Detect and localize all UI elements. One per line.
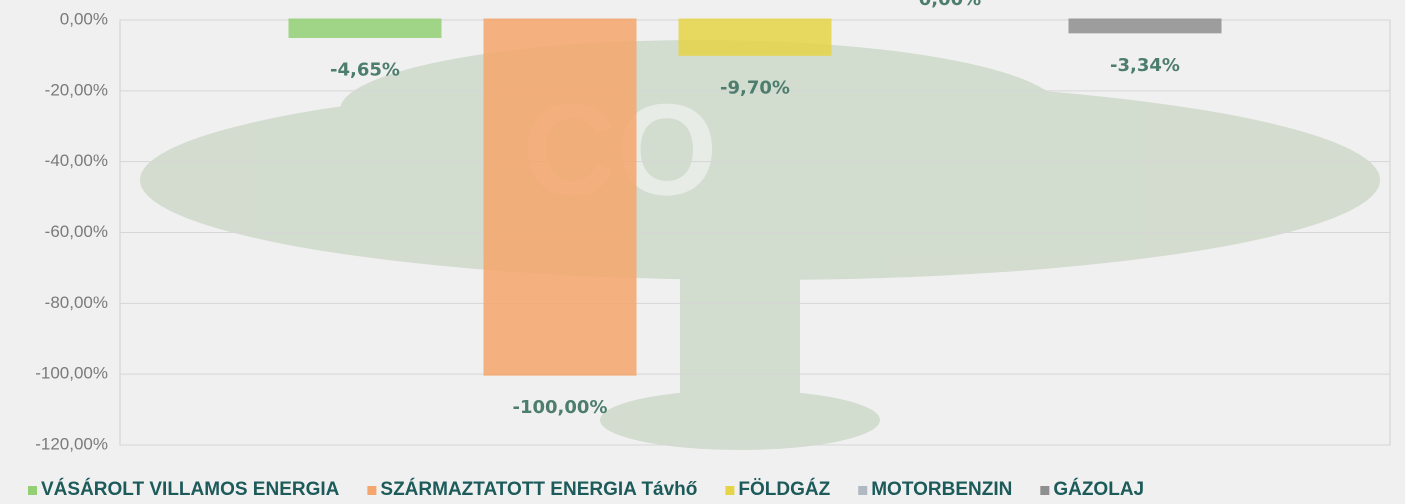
value-label: 0,00%	[919, 0, 981, 10]
y-tick-label: 0,00%	[60, 9, 108, 28]
legend-label: MOTORBENZIN	[871, 479, 1012, 500]
y-tick-label: -120,00%	[35, 434, 108, 453]
y-tick-label: -20,00%	[45, 80, 108, 99]
legend-marker	[725, 486, 734, 495]
legend-marker	[367, 486, 376, 495]
tree-watermark	[140, 40, 1380, 450]
legend-label: VÁSÁROLT VILLAMOS ENERGIA	[41, 478, 340, 500]
bar	[1070, 20, 1220, 32]
value-label: -4,65%	[330, 59, 400, 80]
legend-marker	[28, 486, 37, 495]
bar	[680, 20, 830, 54]
legend-marker	[858, 486, 867, 495]
y-tick-label: -80,00%	[45, 293, 108, 312]
y-tick-label: -40,00%	[45, 151, 108, 170]
value-label: -100,00%	[513, 397, 608, 418]
value-label: -3,34%	[1110, 55, 1180, 76]
legend-label: SZÁRMAZTATOTT ENERGIA Távhő	[380, 478, 697, 500]
legend-marker	[1040, 486, 1049, 495]
bar	[290, 20, 440, 36]
bar	[485, 20, 635, 374]
y-tick-label: -60,00%	[45, 222, 108, 241]
value-label: -9,70%	[720, 77, 790, 98]
chart: CO 0,00%-20,00%-40,00%-60,00%-80,00%-100…	[0, 0, 1405, 504]
legend-label: FÖLDGÁZ	[738, 478, 830, 500]
legend-label: GÁZOLAJ	[1053, 478, 1144, 500]
y-tick-label: -100,00%	[35, 364, 108, 383]
